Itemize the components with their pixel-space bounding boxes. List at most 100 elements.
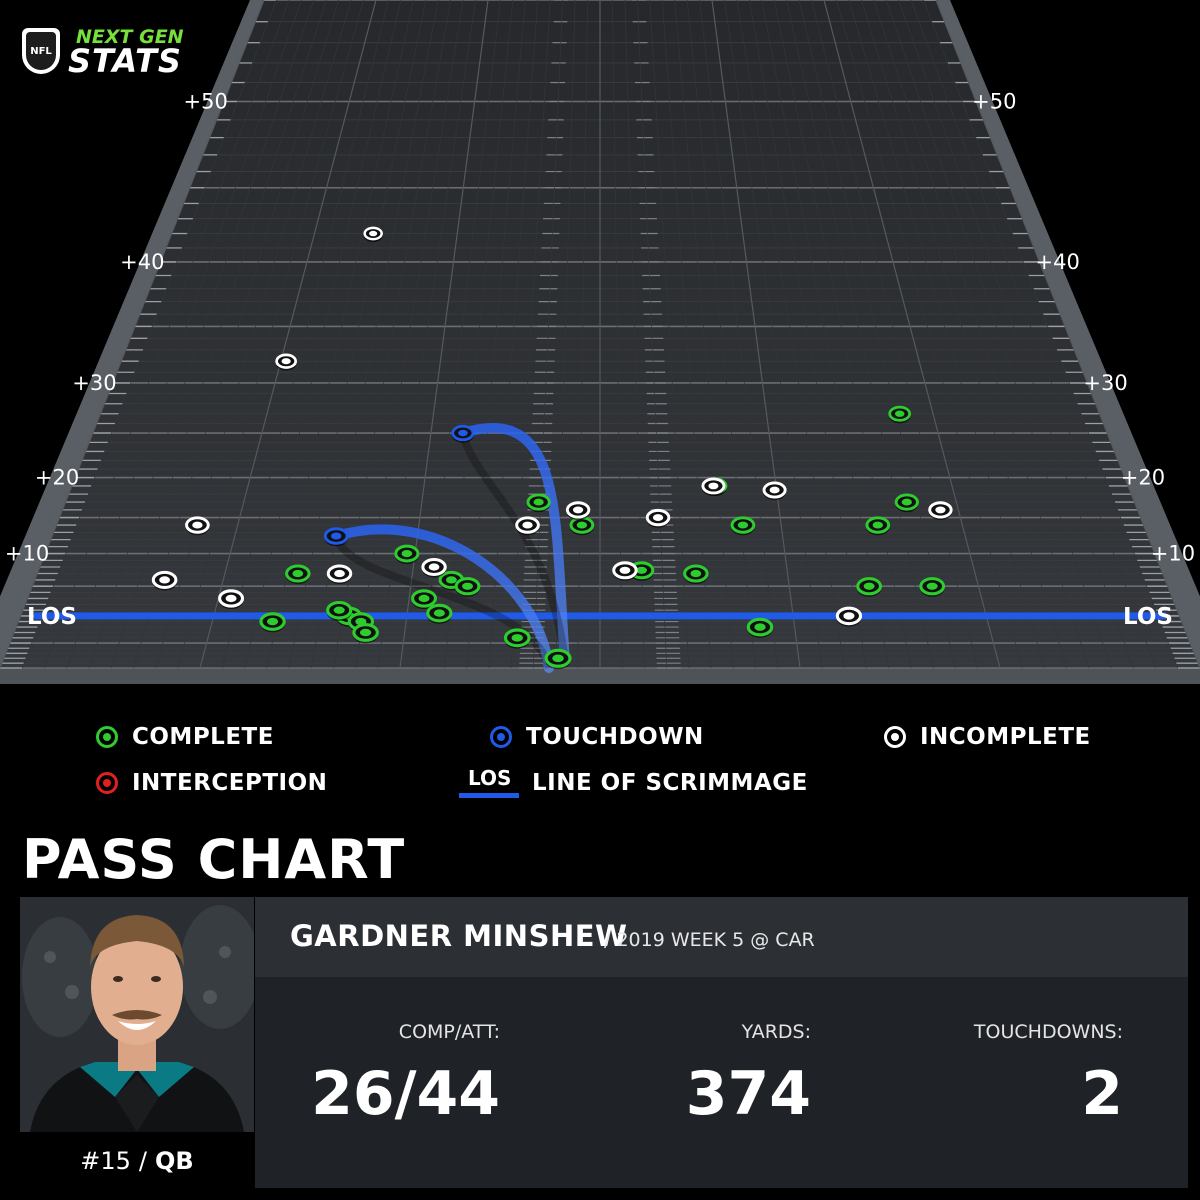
- field-column-line: [636, 0, 668, 669]
- field-grid: [0, 0, 1200, 669]
- incomplete-pass-marker: [421, 558, 447, 578]
- field-front-edge: [0, 668, 1200, 684]
- marker-core: [159, 576, 171, 584]
- field-column-line: [798, 0, 956, 669]
- page-title: PASS CHART: [22, 828, 406, 891]
- marker-core: [708, 482, 719, 490]
- complete-pass-marker: [411, 589, 437, 610]
- marker-core: [401, 550, 413, 558]
- incomplete-dot-icon: [884, 726, 906, 748]
- marker-core: [418, 594, 430, 603]
- marker-core: [894, 410, 905, 417]
- complete-pass-marker: [919, 577, 946, 597]
- stats-panel: COMP/ATT: 26/44 YARDS: 374 TOUCHDOWNS: 2: [255, 977, 1188, 1188]
- field-column-line: [44, 0, 290, 669]
- touchdowns-label: TOUCHDOWNS:: [973, 1021, 1123, 1043]
- marker-core: [926, 582, 938, 590]
- los-key-icon: LOS: [459, 766, 519, 800]
- complete-pass-marker: [730, 516, 756, 536]
- field-column-line: [355, 0, 464, 669]
- touchdown-arc: [457, 423, 570, 664]
- complete-pass-marker: [888, 405, 912, 424]
- touchdown-arcs: [331, 423, 570, 673]
- field-column-line: [577, 0, 588, 669]
- touchdowns-value: 2: [1081, 1059, 1123, 1129]
- field-column-line: [310, 0, 439, 669]
- complete-pass-marker: [503, 628, 531, 649]
- legend-complete-label: COMPLETE: [132, 724, 274, 750]
- field-column-line: [132, 0, 340, 669]
- legend-touchdown-label: TOUCHDOWN: [526, 724, 704, 750]
- incomplete-pass-marker: [612, 561, 638, 581]
- player-position: QB: [155, 1147, 194, 1175]
- yard-label-left: +20: [35, 466, 79, 490]
- incomplete-pass-marker: [645, 508, 671, 528]
- complete-dot-icon: [96, 726, 118, 748]
- marker-core: [737, 521, 749, 529]
- marker-core: [445, 576, 457, 584]
- marker-core: [769, 486, 780, 494]
- field-column-line: [624, 0, 645, 669]
- incomplete-pass-marker: [185, 516, 210, 536]
- field-column-line: [711, 0, 801, 669]
- touchdown-arc-shadow: [458, 432, 569, 659]
- marker-core: [292, 569, 304, 578]
- field-column-line: [873, 0, 1090, 669]
- field-column-line: [736, 0, 845, 669]
- complete-pass-marker: [285, 564, 311, 585]
- jersey-number: #15: [80, 1147, 131, 1175]
- marker-core: [281, 358, 291, 365]
- touchdown-pass-marker: [323, 527, 349, 547]
- marker-core: [428, 563, 440, 571]
- yard-label-right: +10: [1151, 542, 1195, 566]
- field-column-line: [699, 0, 779, 669]
- marker-core: [462, 582, 473, 590]
- field-column-line: [910, 0, 1156, 669]
- field-column-line: [266, 0, 414, 669]
- complete-pass-marker: [526, 493, 551, 513]
- marker-core: [533, 498, 544, 506]
- los-label-left: LOS: [27, 604, 77, 630]
- field-column-line: [177, 0, 364, 669]
- field-column-line: [0, 0, 265, 669]
- field-column-line: [288, 0, 427, 669]
- complete-pass-marker: [746, 617, 774, 638]
- marker-core: [359, 628, 372, 637]
- field-column-line: [811, 0, 979, 669]
- incomplete-pass-marker: [762, 481, 787, 501]
- brand-line2: STATS: [68, 42, 182, 80]
- los-key-text: LOS: [468, 766, 512, 790]
- field-svg: +10 +10 +20 +20 +30 +30 +40 +40 +50 +50 LOS LOS: [0, 0, 1200, 684]
- marker-core: [333, 606, 345, 614]
- marker-core: [652, 514, 664, 522]
- yard-label-left: +40: [120, 250, 164, 274]
- marker-core: [266, 617, 279, 626]
- nfl-shield-icon: NFL: [22, 28, 60, 74]
- field-column-line: [332, 0, 452, 669]
- complete-pass-marker: [352, 623, 379, 644]
- complete-pass-marker: [544, 648, 572, 670]
- field-column-line: [773, 0, 912, 669]
- brand-line1: NEXT GEN: [76, 26, 184, 48]
- legend-incomplete-label: INCOMPLETE: [920, 724, 1091, 750]
- pass-chart-field: +10 +10 +20 +20 +30 +30 +40 +40 +50 +50 LOS LOS NFL…: [0, 0, 1200, 684]
- legend-complete: COMPLETE: [96, 720, 274, 754]
- field-column-line: [836, 0, 1023, 669]
- marker-core: [901, 498, 912, 506]
- marker-core: [330, 532, 342, 540]
- marker-core: [225, 594, 237, 603]
- player-name: GARDNER MINSHEW: [290, 919, 628, 953]
- incomplete-pass-marker: [565, 501, 591, 521]
- legend-incomplete: INCOMPLETE: [884, 720, 1091, 754]
- marker-core: [636, 566, 647, 574]
- marker-core: [754, 623, 766, 631]
- complete-pass-marker: [259, 612, 286, 633]
- legend-touchdown: TOUCHDOWN: [490, 720, 704, 754]
- yard-label-left: +50: [184, 89, 228, 113]
- player-number: #15 / QB: [20, 1134, 254, 1188]
- marker-core: [863, 582, 875, 590]
- complete-pass-marker: [683, 564, 709, 585]
- yard-labels: +10 +10 +20 +20 +30 +30 +40 +40 +50 +50 LOS LOS: [5, 89, 1195, 629]
- yard-label-right: +40: [1036, 250, 1080, 274]
- incomplete-pass-marker: [701, 477, 726, 496]
